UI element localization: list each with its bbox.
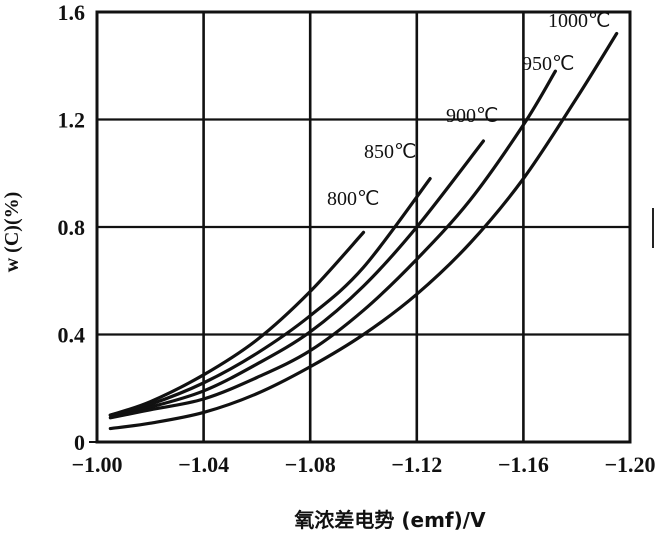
curve-1000 xyxy=(108,31,619,431)
curve-900 xyxy=(108,139,486,417)
x-axis-label: 氧浓差电势 (emf)/V xyxy=(293,508,486,532)
y-tick-label: 1.6 xyxy=(58,0,86,25)
series-label: 900℃ xyxy=(446,105,498,127)
curve-950 xyxy=(108,69,557,420)
y-tick-label: 1.2 xyxy=(58,108,86,133)
y-axis-ticks: 0 0.4 0.8 1.2 1.6 xyxy=(58,0,86,455)
x-tick-label: −1.08 xyxy=(285,452,336,477)
grid-lines xyxy=(95,10,632,444)
y-tick-label: 0.4 xyxy=(58,323,86,348)
x-tick-label: −1.20 xyxy=(604,452,655,477)
y-tick-label: 0.8 xyxy=(58,215,86,240)
curve-800 xyxy=(108,230,366,417)
series-labels: 800℃ 850℃ 900℃ 950℃ 1000℃ xyxy=(327,10,610,210)
data-curves xyxy=(108,31,619,431)
curve-850 xyxy=(108,177,432,417)
y-tick-label: 0 xyxy=(74,430,85,455)
series-label: 950℃ xyxy=(522,53,574,75)
x-axis-ticks: −1.00 −1.04 −1.08 −1.12 −1.16 −1.20 xyxy=(71,452,655,477)
series-label: 1000℃ xyxy=(548,10,610,32)
series-label: 800℃ xyxy=(327,188,379,210)
series-label: 850℃ xyxy=(364,141,416,163)
plot-frame xyxy=(89,10,654,444)
x-tick-label: −1.12 xyxy=(391,452,442,477)
x-tick-label: −1.00 xyxy=(71,452,122,477)
x-tick-label: −1.16 xyxy=(498,452,549,477)
y-axis-label: w (C)(%) xyxy=(1,192,23,273)
x-tick-label: −1.04 xyxy=(178,452,229,477)
